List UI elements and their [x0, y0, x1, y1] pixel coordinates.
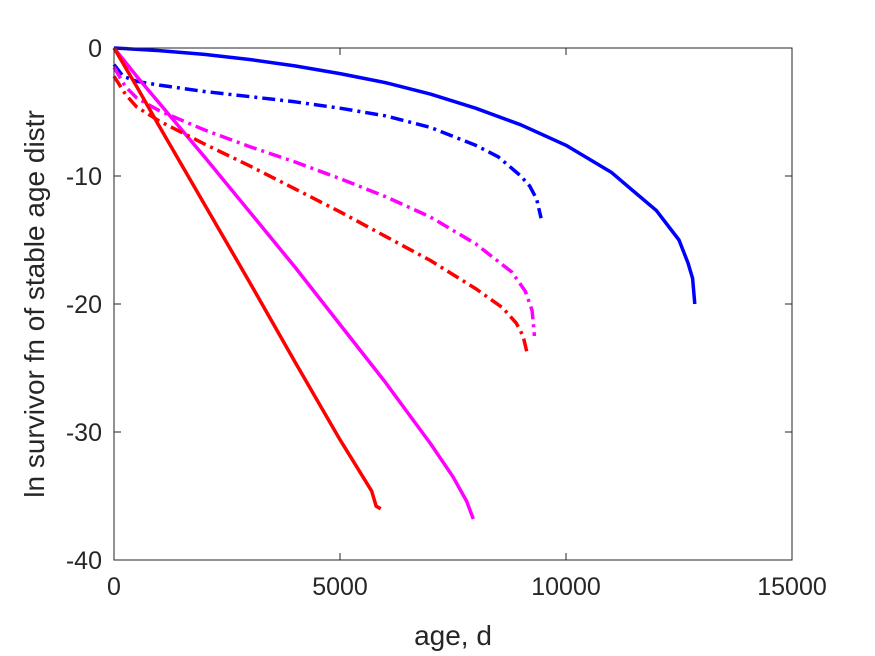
- y-tick-label: -10: [66, 163, 102, 191]
- series-line-5: [112, 47, 382, 511]
- series-line-4: [112, 66, 537, 337]
- y-axis-label: ln survivor fn of stable age distr: [19, 110, 50, 498]
- x-tick-label: 10000: [531, 573, 601, 601]
- ticks-layer: [113, 47, 793, 561]
- series-line-1: [113, 46, 697, 305]
- y-tick-label: -20: [66, 291, 102, 319]
- y-tick-label: -40: [66, 547, 102, 575]
- y-tick-label: 0: [88, 35, 102, 63]
- y-tick-label: -30: [66, 419, 102, 447]
- labels-layer: 0 5000 10000 15000 0 -10 -20 -30 -40: [66, 35, 827, 601]
- series-line-3: [112, 46, 475, 520]
- series-line-6: [112, 75, 530, 356]
- x-axis-label: age, d: [414, 620, 492, 651]
- x-tick-label: 5000: [312, 573, 368, 601]
- x-tick-label: 0: [107, 573, 121, 601]
- x-tick-label: 15000: [757, 573, 827, 601]
- series-layer: [112, 46, 697, 520]
